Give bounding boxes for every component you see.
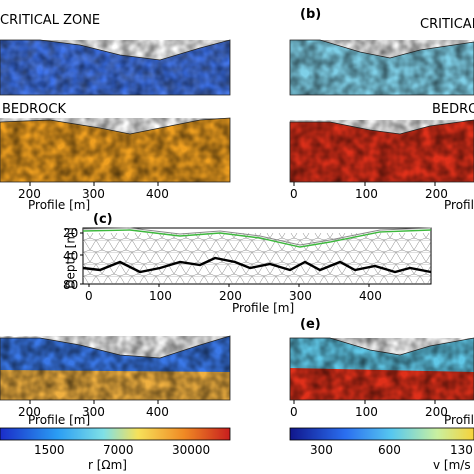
panel-a-tick: 400 <box>146 187 169 201</box>
panel-e-letter: (e) <box>300 317 321 332</box>
panel-d-tick: 200 <box>18 405 41 419</box>
panel-c-letter: (c) <box>93 212 113 227</box>
panel-b-tick: 0 <box>290 187 298 201</box>
panel-e-tick: 100 <box>355 405 378 419</box>
panel-c-xtick: 200 <box>219 289 242 303</box>
panel-a-tick: 300 <box>82 187 105 201</box>
panel-a-bedrock-section <box>0 117 231 183</box>
resistivity-colorbar-tick: 30000 <box>172 443 211 457</box>
panel-e-tick: 200 <box>425 405 448 419</box>
panel-c-mesh <box>82 227 432 285</box>
velocity-colorbar-tick: 130 <box>450 443 473 457</box>
panel-c-xlabel: Profile [m] <box>232 301 295 315</box>
resistivity-colorbar <box>0 427 231 441</box>
panel-a-tick: 200 <box>18 187 41 201</box>
panel-e-section <box>289 337 474 401</box>
panel-e-tick: 0 <box>290 405 298 419</box>
panel-a-critical-zone-section <box>0 39 231 96</box>
panel-e-xlabel: Profile <box>444 413 474 427</box>
panel-c-ytick: 20 <box>63 226 79 240</box>
velocity-colorbar-tick: 300 <box>310 443 333 457</box>
panel-b-bedrock-section <box>289 119 474 183</box>
panel-d-xlabel: Profile [m] <box>28 413 91 427</box>
panel-a-bedrock-label: BEDROCK <box>2 102 67 117</box>
panel-a-xlabel: Profile [m] <box>28 198 91 212</box>
panel-b-tick: 200 <box>425 187 448 201</box>
resistivity-colorbar-tick: 7000 <box>103 443 134 457</box>
panel-c-xtick: 100 <box>149 289 172 303</box>
panel-d-section <box>0 335 231 401</box>
velocity-colorbar <box>289 427 474 441</box>
panel-c-xtick: 400 <box>359 289 382 303</box>
panel-d-tick: 400 <box>146 405 169 419</box>
panel-a-critical-zone-label: CRITICAL ZONE <box>0 13 101 28</box>
panel-d-tick: 300 <box>82 405 105 419</box>
panel-c-xtick: 0 <box>85 289 93 303</box>
panel-c-ytick: 80 <box>63 278 79 292</box>
velocity-colorbar-tick: 600 <box>378 443 401 457</box>
resistivity-colorbar-tick: 1500 <box>34 443 65 457</box>
panel-b-xlabel: Profile <box>444 198 474 212</box>
panel-c-xtick: 300 <box>289 289 312 303</box>
resistivity-colorbar-label: r [Ωm] <box>88 458 127 472</box>
panel-b-critical-zone-section <box>289 39 474 96</box>
panel-b-letter: (b) <box>300 7 322 22</box>
panel-b-bedrock-label: BEDROCK <box>432 102 474 117</box>
velocity-colorbar-label: v [m/s <box>433 458 471 472</box>
panel-b-critical-label: CRITICAL <box>420 17 474 32</box>
panel-c-ytick: 40 <box>63 249 79 263</box>
panel-b-tick: 100 <box>355 187 378 201</box>
